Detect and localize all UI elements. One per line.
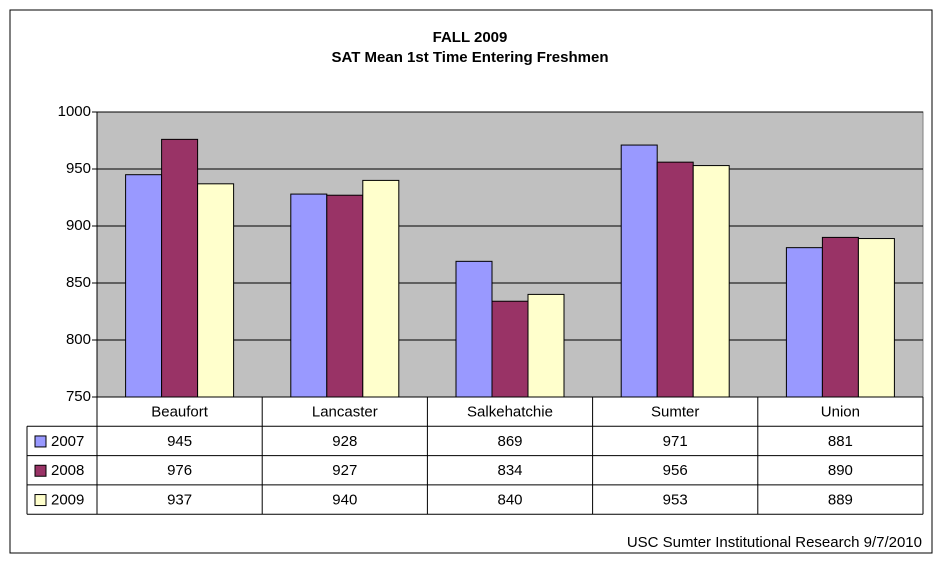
footer-note: USC Sumter Institutional Research 9/7/20…: [627, 534, 922, 551]
table-value: 937: [167, 492, 192, 509]
table-value: 927: [332, 462, 357, 479]
bar: [362, 179, 400, 398]
table-value: 956: [663, 462, 688, 479]
table-value: 940: [332, 492, 357, 509]
x-tick-label: Union: [821, 404, 860, 421]
table-value: 881: [828, 433, 853, 450]
x-tick-label: Beaufort: [151, 404, 209, 421]
table-value: 889: [828, 492, 853, 509]
y-tick-label: 950: [66, 160, 91, 177]
y-tick-label: 900: [66, 217, 91, 234]
table-value: 945: [167, 433, 192, 450]
bar: [197, 183, 235, 398]
table-value: 928: [332, 433, 357, 450]
bar: [656, 161, 694, 398]
table-value: 840: [497, 492, 522, 509]
legend-swatch: [34, 494, 47, 507]
chart-subtitle: SAT Mean 1st Time Entering Freshmen: [331, 49, 608, 66]
bar: [455, 260, 493, 398]
y-tick-label: 850: [66, 274, 91, 291]
bar: [527, 293, 565, 398]
bar: [491, 300, 529, 398]
bar: [821, 236, 859, 398]
x-tick-label: Salkehatchie: [467, 404, 553, 421]
bar: [125, 174, 163, 398]
y-tick-label: 750: [66, 388, 91, 405]
y-tick-label: 1000: [58, 103, 91, 120]
bar: [785, 247, 823, 398]
table-value: 953: [663, 492, 688, 509]
y-tick-label: 800: [66, 331, 91, 348]
table-value: 890: [828, 462, 853, 479]
table-value: 869: [497, 433, 522, 450]
x-tick-label: Lancaster: [312, 404, 378, 421]
legend-label: 2007: [51, 433, 84, 450]
table-value: 976: [167, 462, 192, 479]
legend-label: 2008: [51, 462, 84, 479]
bar: [326, 194, 364, 398]
x-tick-label: Sumter: [651, 404, 699, 421]
bar: [620, 144, 658, 398]
legend-swatch: [34, 435, 47, 448]
bar: [161, 138, 199, 398]
bar: [692, 165, 730, 398]
legend-swatch: [34, 464, 47, 477]
chart-title: FALL 2009: [433, 29, 508, 46]
legend-label: 2009: [51, 492, 84, 509]
table-value: 971: [663, 433, 688, 450]
bar: [290, 193, 328, 398]
bar: [857, 238, 895, 398]
table-value: 834: [497, 462, 522, 479]
